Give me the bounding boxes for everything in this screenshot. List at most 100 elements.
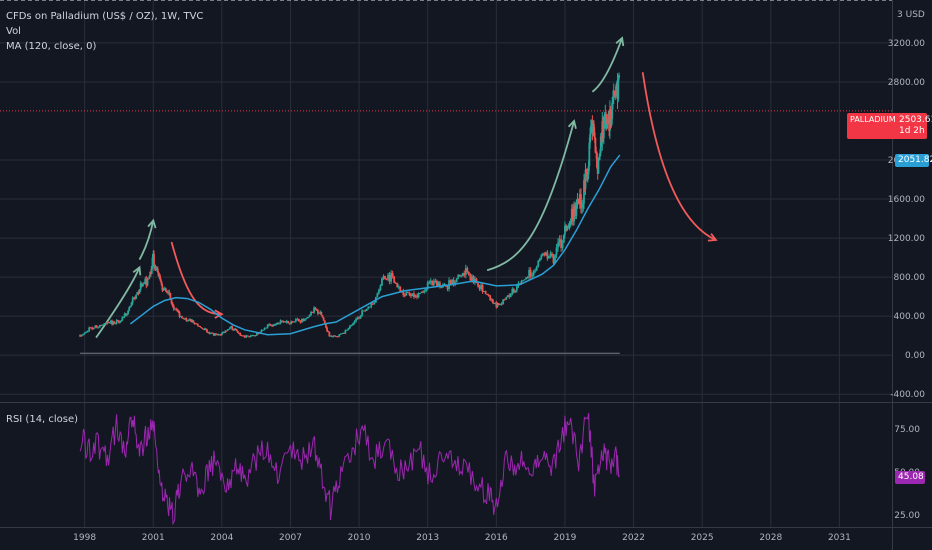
price-candle [317,310,319,314]
price-candle [466,268,469,273]
price-candle [126,314,128,316]
price-candle [238,332,240,334]
price-candle [390,273,393,282]
price-candle [574,205,577,216]
price-candle [531,275,534,277]
price-candle [529,269,532,277]
price-candle [426,282,429,289]
rsi-line [79,412,620,526]
price-candle [538,258,541,261]
price-candle [384,276,386,280]
vol-legend[interactable]: Vol [6,25,21,38]
price-candle [262,329,264,331]
price-candle [411,293,414,297]
time-tick-label: 2010 [348,533,371,543]
price-candle [211,332,214,334]
annotation-arrowhead [567,119,577,129]
price-candle [381,278,383,286]
price-candle [532,271,535,276]
ma-legend[interactable]: MA (120, close, 0) [6,40,96,53]
price-tick-label: 0.00 [905,351,925,361]
price-candle [365,308,368,311]
price-candle [150,266,153,274]
price-candle [299,321,302,323]
price-candle [596,152,598,168]
price-candle [147,278,150,280]
price-tick-label: 1200.00 [888,234,925,244]
price-candle [614,95,617,98]
price-candle [408,292,411,295]
price-candle [612,96,614,103]
price-candle [249,335,252,337]
price-candle [613,90,616,98]
price-candle [180,316,183,318]
price-candle [282,321,285,323]
price-candle [439,282,441,288]
price-candle [469,275,472,281]
price-candle [493,303,495,305]
symbol-legend[interactable]: CFDs on Palladium (US$ / OZ), 1W, TVC [6,10,203,23]
price-candle [429,280,432,283]
price-candle [245,335,248,338]
vol-label: Vol [6,26,21,37]
rsi-legend[interactable]: RSI (14, close) [6,413,78,426]
price-candle [319,311,322,313]
price-candle [481,284,484,292]
price-candle [461,273,464,277]
price-candle [163,288,166,290]
price-candle [199,326,202,328]
price-candle [577,198,580,205]
price-candle [310,312,312,315]
price-candle [589,126,592,135]
annotation-arrowhead [132,265,142,276]
price-candle [112,321,115,325]
price-candle [92,327,95,330]
price-candle [203,328,206,330]
price-candle [362,310,365,312]
time-tick-label: 2031 [828,533,851,543]
price-candle [535,266,538,271]
price-candle [467,272,470,276]
price-candle [219,334,222,336]
price-candle [136,292,139,295]
price-tick-label: 800.00 [894,273,926,283]
price-candle [80,334,83,337]
price-candle [115,320,118,324]
price-candle [475,278,478,283]
price-candle [154,266,157,270]
price-candle [565,225,567,231]
currency-selector[interactable]: 3 USD [897,9,925,22]
price-candle [254,335,257,337]
price-candle [177,310,180,313]
price-candle [516,285,518,291]
price-candle [558,239,561,243]
price-candle [127,310,129,315]
price-candle [557,242,559,248]
price-candle [581,206,583,208]
price-candle [178,312,181,317]
price-candle [132,297,135,299]
price-candle [105,323,107,325]
price-candle [345,329,348,331]
price-candle [86,331,89,333]
price-candle [464,268,467,276]
price-candle [361,310,364,316]
price-candle [91,327,94,330]
price-candle [491,299,494,304]
price-candle [586,174,589,177]
price-candle [546,252,549,259]
price-candle [148,275,151,279]
price-candle [198,325,200,327]
price-candle [382,276,385,279]
price-candle [587,166,590,175]
price-candle [584,169,587,189]
price-tick-label: 2800.00 [888,78,925,88]
price-candle [287,321,290,324]
price-candle [294,319,297,322]
price-candle [413,293,415,297]
price-candle [314,307,317,310]
price-candle [278,323,280,325]
annotation-arrow [641,72,717,241]
price-candle [83,332,86,335]
